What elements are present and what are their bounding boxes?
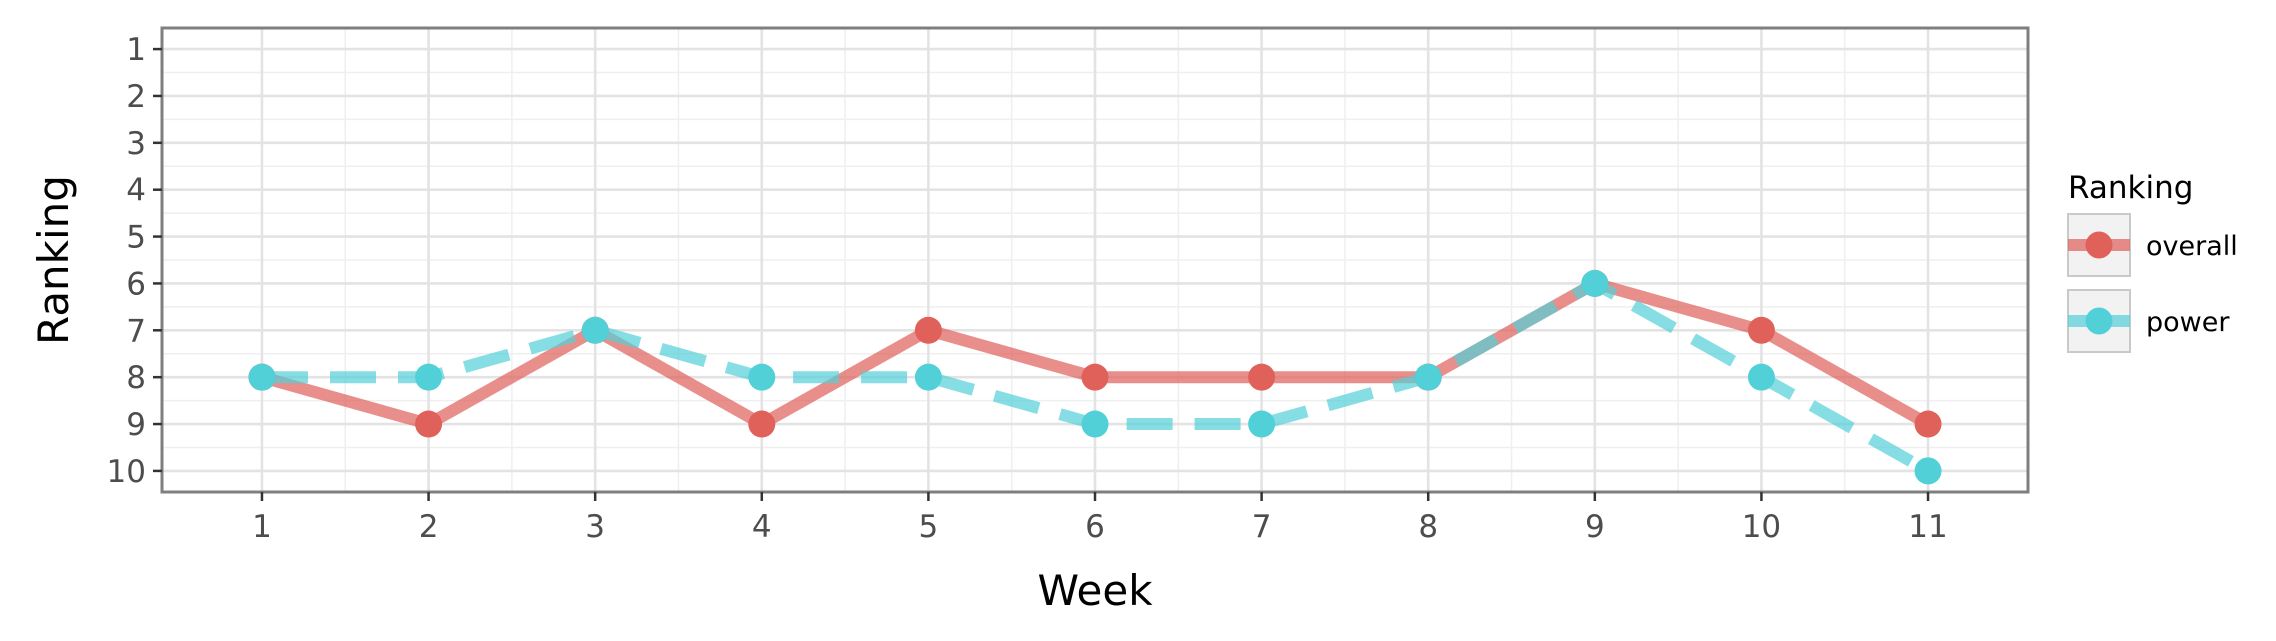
data-point-power: [1414, 363, 1442, 391]
legend-key-point: [2085, 231, 2113, 259]
x-tick-label: 1: [252, 509, 272, 545]
data-point-power: [914, 363, 942, 391]
data-point-overall: [1248, 363, 1276, 391]
legend-items: overall power: [2067, 213, 2238, 353]
data-point-power: [1248, 410, 1276, 438]
gridlines: [162, 28, 2028, 492]
x-tick-label: 6: [1085, 509, 1105, 545]
data-point-overall: [914, 316, 942, 344]
y-tick-label: 10: [107, 454, 146, 490]
legend-title: Ranking: [2068, 170, 2193, 206]
y-tick-label: 5: [126, 220, 146, 256]
y-tick-label: 3: [126, 126, 146, 162]
data-point-power: [248, 363, 276, 391]
x-tick-label: 10: [1742, 509, 1781, 545]
x-tick-label: 4: [752, 509, 772, 545]
y-axis-ticks: 1 2 3 4 5 6 7 8 9 10: [107, 32, 162, 490]
data-point-overall: [1081, 363, 1109, 391]
x-tick-label: 3: [585, 509, 605, 545]
data-point-power: [581, 316, 609, 344]
legend-item-overall: overall: [2067, 213, 2238, 277]
data-points: [248, 269, 1942, 485]
legend-label: overall: [2146, 231, 2238, 262]
y-tick-label: 6: [126, 266, 146, 302]
x-axis-ticks: 1 2 3 4 5 6 7 8 9 10 11: [252, 492, 1948, 545]
legend: Ranking overall power: [2067, 170, 2238, 353]
y-tick-label: 1: [126, 32, 146, 68]
data-point-overall: [1747, 316, 1775, 344]
x-tick-label: 5: [919, 509, 939, 545]
y-axis-title: Ranking: [29, 175, 78, 345]
data-point-power: [1081, 410, 1109, 438]
y-tick-label: 4: [126, 173, 146, 209]
data-point-power: [748, 363, 776, 391]
x-tick-label: 8: [1418, 509, 1438, 545]
data-point-overall: [1914, 410, 1942, 438]
legend-item-power: power: [2067, 289, 2230, 353]
y-tick-label: 7: [126, 313, 146, 349]
x-tick-label: 7: [1252, 509, 1272, 545]
data-point-overall: [415, 410, 443, 438]
data-point-power: [1914, 457, 1942, 485]
x-tick-label: 9: [1585, 509, 1605, 545]
data-point-power: [1581, 269, 1609, 297]
legend-label: power: [2146, 307, 2230, 338]
data-point-power: [1747, 363, 1775, 391]
x-tick-label: 11: [1908, 509, 1947, 545]
x-tick-label: 2: [419, 509, 439, 545]
x-axis-title: Week: [1037, 566, 1153, 615]
data-point-power: [415, 363, 443, 391]
y-tick-label: 2: [126, 79, 146, 115]
data-point-overall: [748, 410, 776, 438]
y-tick-label: 8: [126, 360, 146, 396]
legend-key-point: [2085, 307, 2113, 335]
y-tick-label: 9: [126, 407, 146, 443]
